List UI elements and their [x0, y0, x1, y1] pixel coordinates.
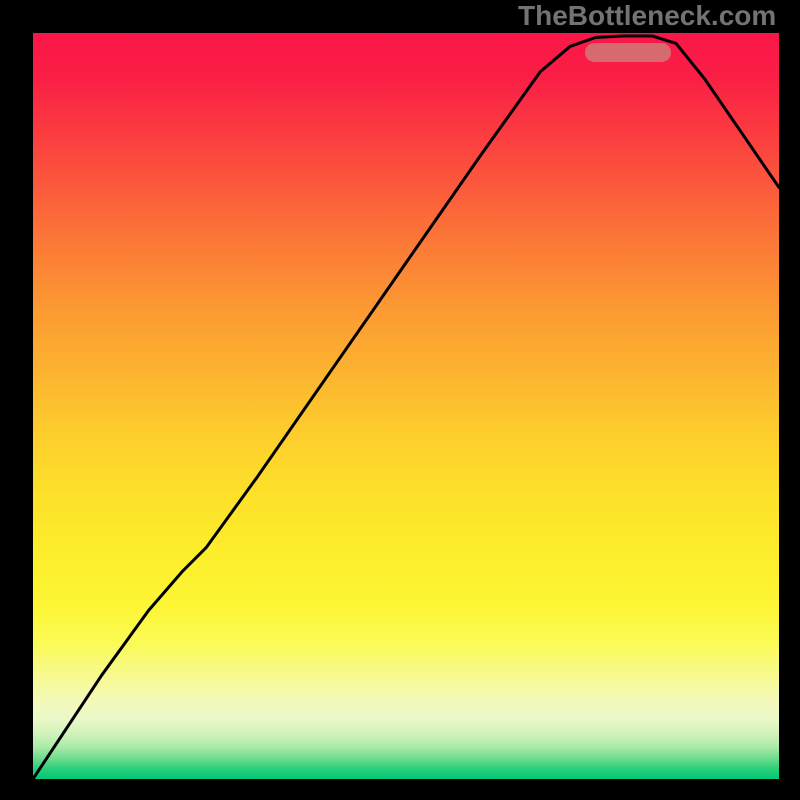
gradient-background [33, 33, 779, 779]
attribution-text: TheBottleneck.com [518, 0, 776, 32]
plot-svg [33, 33, 779, 779]
plot-area [33, 33, 779, 779]
optimal-range-marker [585, 43, 671, 62]
